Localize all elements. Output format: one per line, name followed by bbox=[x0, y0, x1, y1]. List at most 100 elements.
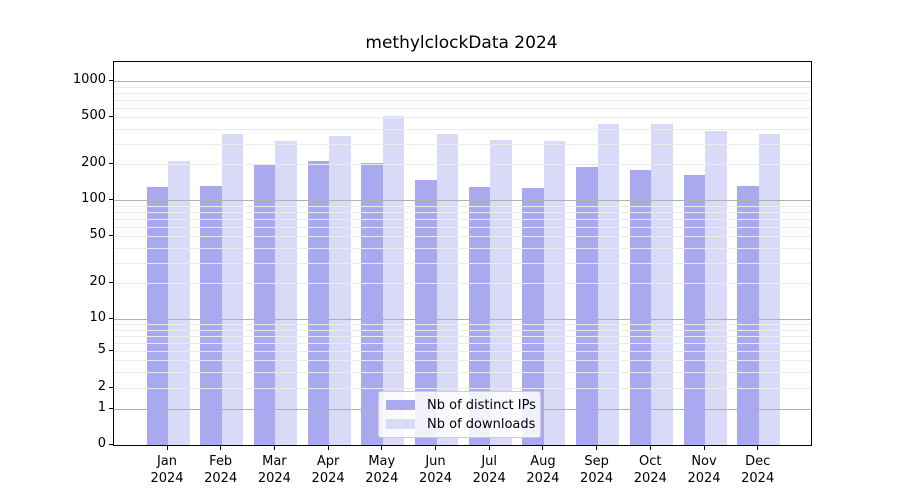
y-tick-label-5: 5 bbox=[97, 342, 106, 357]
y-tick-label-50: 50 bbox=[89, 227, 106, 243]
x-tick-label-mar: Mar 2024 bbox=[229, 454, 319, 487]
gridline-major-1000 bbox=[114, 81, 811, 82]
x-tick-mark bbox=[273, 445, 275, 450]
legend-row-downloads: Nb of downloads bbox=[386, 416, 536, 432]
y-tick-label-500: 500 bbox=[81, 108, 106, 124]
y-tick-mark bbox=[109, 408, 113, 409]
y-tick-label-100: 100 bbox=[81, 191, 106, 207]
y-tick-mark bbox=[109, 318, 113, 320]
x-tick-label-dec: Dec 2024 bbox=[713, 454, 803, 487]
gridline-minor-200 bbox=[114, 164, 811, 165]
legend-swatch-distinct-ips bbox=[386, 400, 415, 410]
legend-label-distinct-ips: Nb of distinct IPs bbox=[427, 397, 536, 413]
bar-distinct-ips-may bbox=[361, 162, 383, 445]
gridline-minor-600 bbox=[114, 108, 811, 109]
gridline-minor-9 bbox=[114, 324, 811, 325]
x-tick-month: Dec bbox=[745, 454, 771, 469]
y-tick-label-1: 1 bbox=[97, 400, 106, 415]
bar-distinct-ips-apr bbox=[307, 161, 330, 445]
x-tick-mark bbox=[220, 445, 222, 450]
x-tick-label-apr: Apr 2024 bbox=[283, 454, 373, 487]
bar-downloads-may bbox=[382, 115, 405, 445]
gridline-minor-30 bbox=[114, 263, 811, 264]
bar-distinct-ips-jul bbox=[468, 187, 491, 445]
gridline-minor-700 bbox=[114, 100, 811, 101]
bar-distinct-ips-oct bbox=[629, 169, 652, 445]
y-tick-mark bbox=[109, 80, 113, 82]
x-tick-year: 2024 bbox=[472, 470, 506, 486]
x-tick-month: Apr bbox=[316, 454, 340, 469]
x-tick-month: Sep bbox=[584, 454, 609, 469]
x-tick-label-jan: Jan 2024 bbox=[122, 454, 212, 487]
gridline-minor-300 bbox=[114, 144, 811, 145]
x-tick-year: 2024 bbox=[633, 470, 667, 486]
x-tick-year: 2024 bbox=[150, 470, 184, 486]
x-tick-mark bbox=[381, 445, 383, 450]
gridline-minor-800 bbox=[114, 93, 811, 94]
gridline-major-10 bbox=[114, 319, 811, 320]
x-tick-mark bbox=[703, 445, 705, 450]
gridline-minor-50 bbox=[114, 236, 811, 237]
chart-title: methylclockData 2024 bbox=[365, 33, 558, 53]
x-tick-month: Oct bbox=[639, 454, 662, 469]
x-tick-year: 2024 bbox=[311, 470, 345, 486]
gridline-minor-900 bbox=[114, 87, 811, 88]
x-tick-month: May bbox=[368, 454, 396, 469]
x-tick-month: Jul bbox=[481, 454, 498, 469]
bar-distinct-ips-mar bbox=[253, 164, 276, 445]
x-tick-mark bbox=[166, 445, 168, 450]
gridline-minor-2 bbox=[114, 388, 811, 389]
bar-downloads-nov bbox=[705, 131, 727, 445]
gridline-minor-7 bbox=[114, 336, 811, 337]
y-tick-mark bbox=[109, 163, 113, 165]
x-tick-year: 2024 bbox=[418, 470, 453, 486]
x-tick-year: 2024 bbox=[526, 470, 560, 486]
x-tick-year: 2024 bbox=[257, 470, 291, 486]
bar-downloads-jan bbox=[168, 161, 190, 445]
bar-downloads-jun bbox=[436, 133, 458, 445]
y-tick-mark bbox=[109, 387, 113, 388]
gridline-minor-3 bbox=[114, 372, 811, 373]
legend-label-downloads: Nb of downloads bbox=[427, 416, 536, 432]
y-tick-label-0: 0 bbox=[97, 436, 106, 451]
y-tick-label-20: 20 bbox=[89, 274, 106, 290]
x-tick-month: Nov bbox=[691, 454, 717, 469]
y-tick-label-2: 2 bbox=[97, 379, 106, 394]
gridline-minor-5 bbox=[114, 351, 811, 352]
bar-downloads-apr bbox=[329, 136, 351, 445]
gridline-minor-6 bbox=[114, 343, 811, 344]
bar-distinct-ips-aug bbox=[522, 187, 544, 445]
gridline-minor-40 bbox=[114, 248, 811, 249]
gridline-minor-70 bbox=[114, 219, 811, 220]
gridline-minor-90 bbox=[114, 206, 811, 207]
plot-area bbox=[113, 61, 812, 446]
x-tick-month: Mar bbox=[262, 454, 287, 469]
bar-downloads-oct bbox=[651, 123, 673, 445]
bar-distinct-ips-sep bbox=[576, 167, 598, 445]
gridline-minor-80 bbox=[114, 212, 811, 213]
x-tick-label-may: May 2024 bbox=[337, 454, 427, 487]
x-tick-mark bbox=[757, 445, 759, 450]
bar-distinct-ips-jan bbox=[146, 187, 168, 445]
bar-downloads-mar bbox=[275, 140, 297, 445]
gridline-minor-60 bbox=[114, 227, 811, 228]
x-tick-label-jul: Jul 2024 bbox=[444, 454, 534, 487]
x-tick-label-sep: Sep 2024 bbox=[552, 454, 642, 487]
x-tick-mark bbox=[327, 445, 329, 450]
gridline-minor-20 bbox=[114, 283, 811, 284]
bar-distinct-ips-nov bbox=[683, 175, 705, 445]
x-tick-month: Feb bbox=[209, 454, 233, 469]
bar-distinct-ips-dec bbox=[737, 186, 759, 445]
bar-downloads-dec bbox=[758, 134, 781, 445]
y-tick-mark bbox=[109, 350, 113, 351]
y-tick-mark bbox=[109, 282, 113, 284]
x-tick-label-nov: Nov 2024 bbox=[659, 454, 749, 487]
y-tick-label-200: 200 bbox=[81, 155, 106, 171]
bar-distinct-ips-feb bbox=[200, 185, 222, 445]
gridline-minor-4 bbox=[114, 360, 811, 361]
x-tick-label-oct: Oct 2024 bbox=[605, 454, 695, 487]
x-tick-label-aug: Aug 2024 bbox=[498, 454, 588, 487]
y-tick-mark bbox=[109, 199, 113, 201]
y-tick-label-1000: 1000 bbox=[72, 72, 106, 88]
